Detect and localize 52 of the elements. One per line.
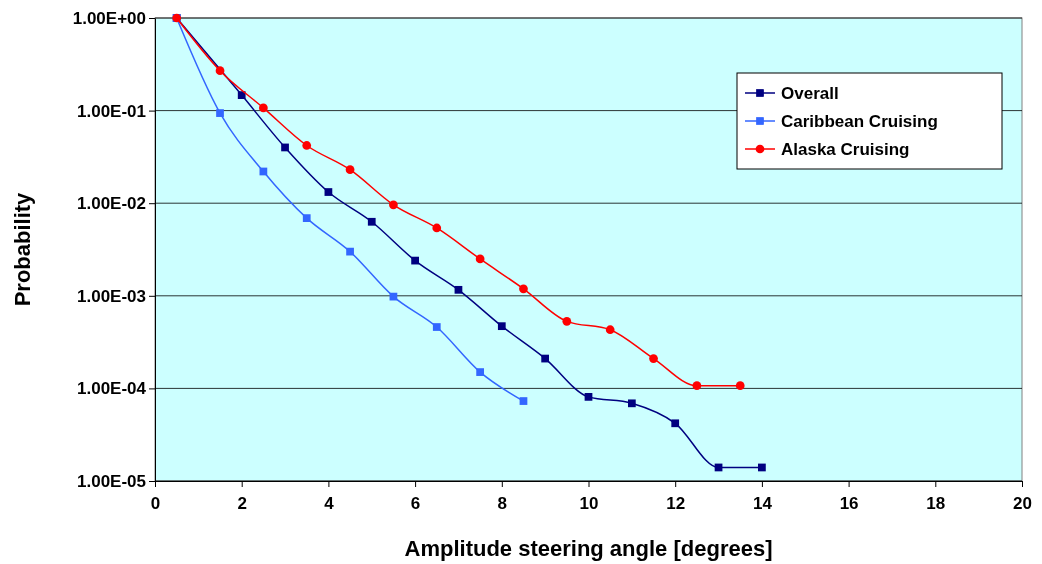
point — [389, 200, 398, 210]
point — [497, 322, 506, 331]
point — [562, 316, 572, 326]
point — [346, 247, 354, 256]
point — [627, 399, 636, 408]
point — [302, 214, 311, 222]
point — [605, 325, 615, 335]
point — [758, 463, 766, 472]
point — [584, 393, 593, 401]
x-tick-label: 4 — [324, 493, 335, 513]
y-tick-label: 1.00E-03 — [77, 286, 146, 306]
point — [259, 103, 268, 113]
point — [735, 381, 745, 391]
point — [302, 141, 312, 150]
x-tick-label: 6 — [410, 493, 421, 513]
x-tick-label: 8 — [497, 493, 508, 513]
point — [367, 217, 376, 226]
point — [649, 354, 658, 363]
point — [519, 284, 528, 294]
point — [475, 254, 485, 264]
y-tick-label: 1.00E-02 — [77, 194, 146, 214]
point — [541, 354, 550, 363]
y-axis-title: Probability — [10, 191, 35, 307]
point — [281, 143, 289, 152]
point — [519, 397, 528, 405]
point — [476, 368, 484, 376]
x-tick-label: 2 — [237, 493, 247, 513]
x-tick-label: 20 — [1013, 493, 1032, 513]
x-tick-label: 18 — [926, 493, 946, 513]
point — [411, 256, 419, 265]
x-axis-title: Amplitude steering angle [degrees] — [404, 536, 773, 561]
point — [432, 223, 442, 233]
y-tick-label: 1.00E-05 — [77, 471, 146, 491]
x-tick-label: 12 — [666, 493, 686, 513]
point — [692, 381, 702, 391]
y-tick-label: 1.00E+00 — [72, 8, 146, 28]
point — [671, 419, 680, 428]
point — [432, 323, 441, 331]
point — [324, 188, 333, 196]
point — [345, 165, 355, 175]
x-tick-label: 16 — [839, 493, 859, 513]
x-tick-label: 0 — [150, 493, 161, 513]
x-tick-label: 14 — [752, 493, 773, 513]
y-tick-label: 1.00E-01 — [77, 101, 146, 121]
point — [215, 66, 225, 76]
x-tick-label: 10 — [579, 493, 599, 513]
point — [454, 285, 463, 294]
legend-label: Alaska Cruising — [781, 140, 910, 159]
legend-label: Caribbean Cruising — [781, 112, 938, 131]
point — [216, 109, 224, 117]
legend-label: Overall — [781, 84, 839, 103]
y-tick-label: 1.00E-04 — [77, 379, 147, 399]
